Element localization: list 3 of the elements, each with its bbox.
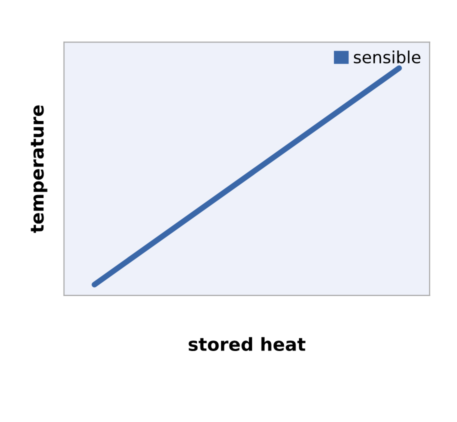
y-axis-title: temperature — [30, 105, 48, 233]
x-axis-title: stored heat — [188, 337, 306, 352]
legend-label: sensible — [354, 50, 420, 64]
